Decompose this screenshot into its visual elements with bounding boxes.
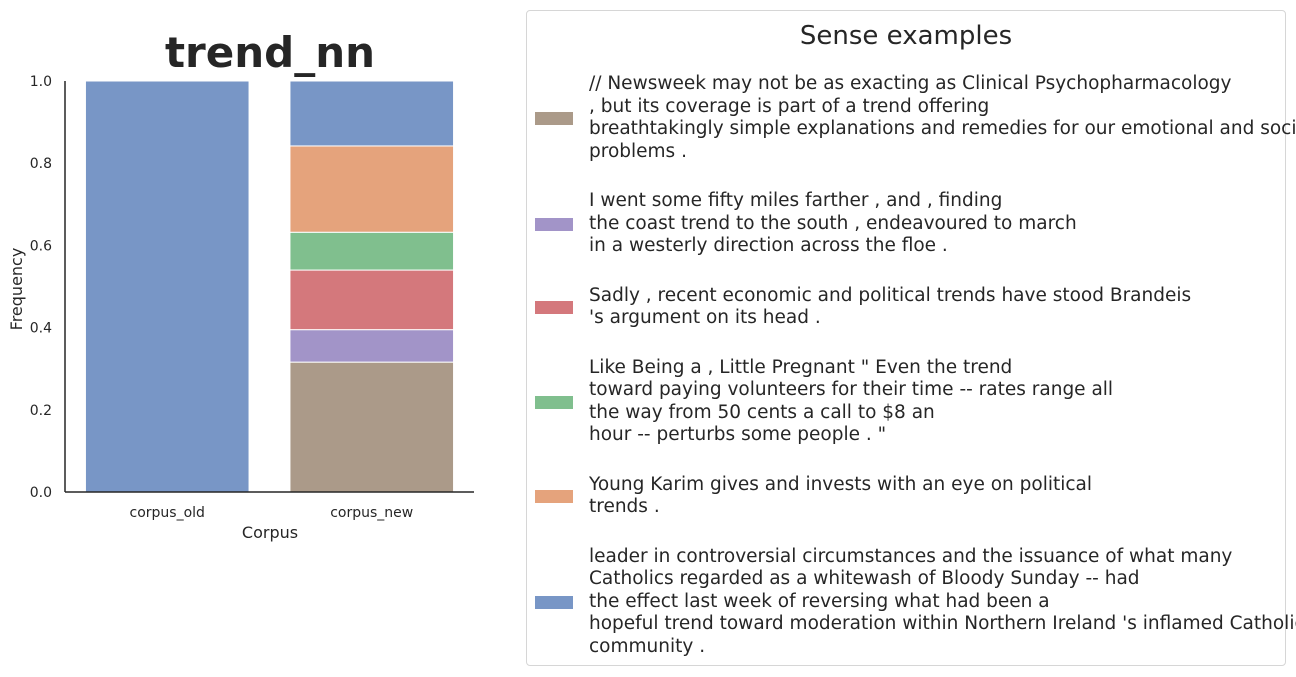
legend-item: // Newsweek may not be as exacting as Cl… [535,73,1296,163]
y-tick-label: 0.2 [30,403,52,419]
x-tick-label: corpus_old [130,505,205,521]
legend-text: Sadly , recent economic and political tr… [589,284,1192,329]
legend-item: leader in controversial circumstances an… [535,545,1296,659]
legend-item: I went some fifty miles farther , and , … [535,190,1277,258]
bar-corpus_old-segment-5 [84,80,250,493]
bar-corpus_new-segment-4 [289,145,455,233]
legend-text: // Newsweek may not be as exacting as Cl… [589,73,1296,162]
bars-group [84,80,455,493]
legend-swatch [535,595,573,609]
legend-text: leader in controversial circumstances an… [589,545,1296,657]
legend-title: Sense examples [799,21,1013,51]
legend-text: Like Being a , Little Pregnant " Even th… [589,356,1114,446]
bar-corpus_new-segment-0 [289,361,455,493]
bar-corpus_new-segment-1 [289,329,455,363]
x-ticks-group: corpus_old corpus_new [130,505,414,521]
legend-swatch [535,112,573,125]
y-tick-label: 0.0 [30,485,52,501]
bar-corpus_new-segment-5 [289,80,455,147]
legend-swatch [535,490,573,503]
stacked-bar-chart: trend_nn 0.00.20.40.60.81.0 corpus_old co… [7,28,474,542]
y-axis-label: Frequency [7,248,26,331]
legend-swatch [535,217,573,231]
x-tick-label: corpus_new [330,505,413,521]
x-axis-label: Corpus [242,523,298,542]
bar-corpus_new-segment-3 [289,231,455,271]
legend-swatch [535,301,573,314]
chart-title: trend_nn [165,28,375,77]
legend-item: Young Karim gives and invests with an ey… [535,474,1277,519]
y-tick-label: 0.6 [30,238,52,254]
legend-item: Sadly , recent economic and political tr… [535,285,1277,330]
y-ticks-group: 0.0 0.2 0.4 0.6 0.8 1.0 [30,74,52,501]
legend-text: Young Karim gives and invests with an ey… [589,473,1093,518]
y-tick-label: 1.0 [30,74,52,90]
legend-item: Like Being a , Little Pregnant " Even th… [535,357,1277,447]
y-tick-label: 0.4 [30,321,52,337]
y-tick-label: 0.8 [30,156,52,172]
legend: Sense examples // Newsweek may not be as… [526,10,1296,666]
legend-text: I went some fifty miles farther , and , … [589,190,1077,256]
legend-swatch [535,395,573,409]
bar-corpus_new-segment-2 [289,269,455,331]
